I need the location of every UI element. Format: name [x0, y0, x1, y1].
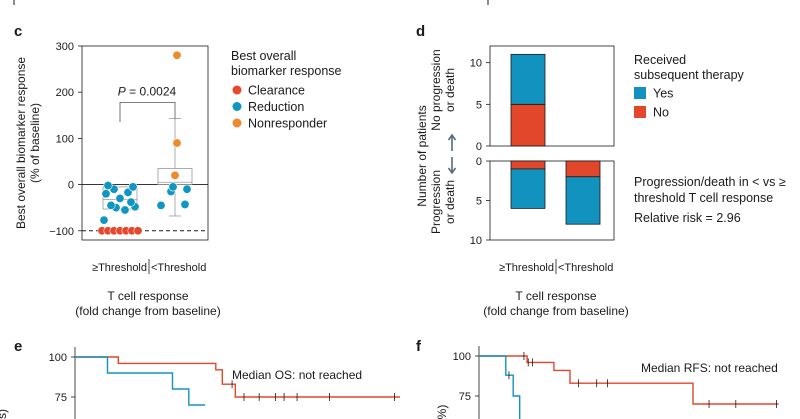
- legend-marker-reduction: [232, 102, 242, 111]
- y-tick-label: 200: [56, 87, 74, 99]
- y-tick-label: 0: [476, 156, 482, 168]
- bar-bottom-no: [565, 160, 601, 178]
- bar-top-no: [510, 103, 546, 147]
- data-point-reduction: [128, 182, 138, 192]
- data-point-reduction: [168, 182, 178, 192]
- y-tick-label: 0: [476, 141, 482, 153]
- median-annotation: Median RFS: not reached: [641, 361, 778, 375]
- data-point-nonresponder: [172, 50, 182, 60]
- y-tick-label: −100: [49, 226, 74, 238]
- y-axis-title-fragment: (%): [435, 405, 449, 419]
- panel-c-biomarker-chart: 300 200 100 0 −100 P = 0.0024 Best overall bio…: [14, 41, 342, 318]
- data-point-reduction: [180, 199, 190, 209]
- legend-label-yes: Yes: [653, 87, 673, 101]
- data-point-nonresponder: [172, 138, 182, 148]
- data-point-reduction: [103, 180, 113, 190]
- data-point-reduction: [120, 205, 130, 215]
- panel-f-rfs-curve: 100 75 Median RFS: not reached (%): [435, 346, 779, 419]
- legend-label-no: No: [653, 106, 669, 120]
- legend-swatch-no: [634, 106, 646, 118]
- y-tick-label: 0: [68, 180, 74, 192]
- arrow-up-icon: [447, 133, 457, 151]
- legend-title: Best overall biomarker response: [231, 49, 342, 78]
- panel-letter-f: f: [416, 338, 422, 355]
- y-axis-title-fragment: s): [0, 409, 9, 419]
- data-point-reduction: [115, 193, 125, 203]
- panel-letter-c: c: [14, 23, 22, 40]
- km-curve-below-threshold: [479, 355, 521, 419]
- y-tick-label: 5: [476, 99, 482, 111]
- y-tick-label: 75: [459, 391, 471, 403]
- legend-marker-nonresponder: [232, 118, 242, 128]
- arrow-down-icon: [447, 157, 457, 175]
- legend-label-nonresponder: Nonresponder: [248, 117, 327, 131]
- data-point-reduction: [126, 197, 136, 207]
- bar-bottom-yes: [565, 176, 601, 225]
- annotation-line: threshold T cell response: [634, 191, 773, 205]
- data-point-reduction: [101, 189, 111, 199]
- bar-bottom-no: [510, 160, 546, 170]
- legend-marker-clearance: [232, 85, 242, 95]
- data-point-reduction: [106, 200, 116, 210]
- y-tick-label: 100: [49, 352, 67, 364]
- y-tick-label: 100: [56, 133, 74, 145]
- panel-d-progression-chart: 10 5 0 0 5 10 No progressionor death Progressio…: [415, 45, 786, 318]
- legend-label-clearance: Clearance: [248, 84, 305, 98]
- y-tick-label: 10: [470, 235, 482, 247]
- data-point-reduction: [123, 187, 133, 197]
- data-point-reduction: [99, 215, 109, 225]
- y-axis-title: Best overall biomarker response(% of bas…: [14, 57, 42, 229]
- x-tick-label: ≥Threshold: [499, 262, 554, 274]
- x-tick-label: <Threshold: [558, 262, 613, 274]
- km-curve-below-threshold: [75, 356, 205, 406]
- panel-letter-e: e: [14, 338, 22, 355]
- median-annotation: Median OS: not reached: [232, 368, 362, 382]
- annotation-line: Progression/death in < vs ≥: [634, 175, 786, 189]
- y-axis-title: Number of patients: [415, 105, 429, 206]
- x-axis-title: T cell response (fold change from baselin…: [75, 289, 220, 318]
- y-axis-title-top: No progressionor death: [429, 49, 457, 130]
- data-point-reduction: [156, 200, 166, 210]
- y-tick-label: 75: [55, 392, 67, 404]
- x-tick-label: ≥Threshold: [92, 262, 147, 274]
- y-axis-title-bottom: Progressionor death: [429, 170, 457, 234]
- data-point-clearance: [133, 226, 143, 236]
- data-point-nonresponder: [170, 170, 180, 180]
- y-tick-label: 10: [470, 58, 482, 70]
- bar-bottom-yes: [510, 168, 546, 209]
- y-tick-label: 100: [453, 351, 471, 363]
- panel-e-os-curve: 100 75 Median OS: not reached s): [0, 347, 400, 419]
- legend-title: Received subsequent therapy: [634, 53, 745, 82]
- y-tick-label: 5: [476, 196, 482, 208]
- significance-bracket: [119, 101, 176, 123]
- data-point-reduction: [182, 184, 192, 194]
- bar-top-yes: [510, 53, 546, 105]
- legend-swatch-yes: [634, 87, 646, 99]
- x-axis-title: T cell response (fold change from baselin…: [483, 289, 628, 318]
- annotation-line: Relative risk = 2.96: [634, 211, 741, 225]
- x-tick-label: <Threshold: [151, 262, 206, 274]
- legend-label-reduction: Reduction: [248, 100, 304, 114]
- plot-frame: [81, 45, 209, 241]
- y-tick-label: 300: [56, 41, 74, 53]
- km-curve-above-threshold: [75, 356, 400, 398]
- top-plot-frame: [489, 45, 615, 147]
- p-value-label: P = 0.0024: [118, 84, 177, 98]
- km-curve-above-threshold: [479, 355, 779, 405]
- panel-letter-d: d: [416, 23, 425, 40]
